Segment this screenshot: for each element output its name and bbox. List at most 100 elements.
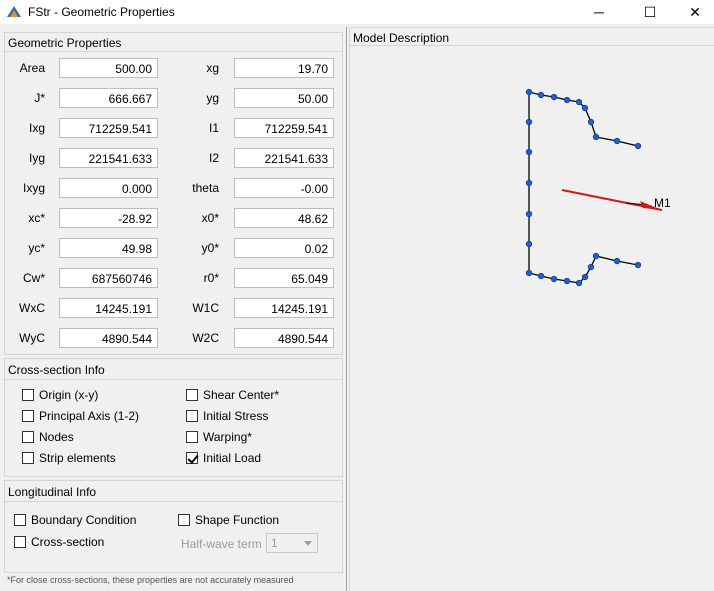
- panel-title: Geometric Properties: [8, 36, 122, 50]
- half-wave-term-dropdown[interactable]: 1: [266, 533, 318, 553]
- node-point: [525, 179, 533, 187]
- property-value-field[interactable]: 712259.541: [234, 118, 334, 138]
- boundary-condition-checkbox[interactable]: Boundary Condition: [14, 513, 136, 527]
- property-value-field[interactable]: 687560746: [59, 268, 158, 288]
- load-label: M1: [654, 196, 671, 210]
- panel-title: Cross-section Info: [8, 363, 105, 377]
- property-label: xc*: [28, 211, 45, 225]
- node-point: [575, 98, 583, 106]
- strip-element: [595, 136, 618, 142]
- cross-section-option-checkbox[interactable]: Initial Stress: [186, 409, 268, 423]
- property-label: y0*: [201, 241, 219, 255]
- checkbox-box[interactable]: [22, 389, 34, 401]
- checkbox-box[interactable]: [178, 514, 190, 526]
- checkbox-label: Origin (x-y): [39, 388, 99, 402]
- property-value-field[interactable]: 4890.544: [234, 328, 334, 348]
- panel-title: Longitudinal Info: [8, 485, 97, 499]
- property-value-field[interactable]: 14245.191: [59, 298, 158, 318]
- cross-section-option-checkbox[interactable]: Warping*: [186, 430, 252, 444]
- property-value-field[interactable]: 221541.633: [234, 148, 334, 168]
- node-point: [592, 133, 600, 141]
- checkbox-box[interactable]: [14, 536, 26, 548]
- checkbox-box[interactable]: [186, 410, 198, 422]
- checkbox-box[interactable]: [186, 431, 198, 443]
- node-point: [563, 277, 571, 285]
- checkbox-label: Warping*: [203, 430, 252, 444]
- cross-section-option-checkbox[interactable]: Shear Center*: [186, 388, 279, 402]
- property-label: Iyg: [28, 151, 45, 165]
- property-value-field[interactable]: 221541.633: [59, 148, 158, 168]
- property-label: W2C: [192, 331, 219, 345]
- geometric-properties-panel: Geometric Properties: [4, 32, 343, 355]
- checkbox-label: Nodes: [39, 430, 74, 444]
- load-arrow-head: [640, 201, 662, 210]
- property-value-field[interactable]: 0.000: [59, 178, 158, 198]
- model-description-panel: Model Description: [349, 27, 714, 591]
- strip-element: [616, 140, 639, 147]
- property-value-field[interactable]: 19.70: [234, 58, 334, 78]
- checkbox-box[interactable]: [22, 410, 34, 422]
- checkbox-box[interactable]: [14, 514, 26, 526]
- checkbox-box[interactable]: [22, 431, 34, 443]
- divider: [350, 45, 714, 46]
- node-point: [592, 252, 600, 260]
- property-value-field[interactable]: -0.00: [234, 178, 334, 198]
- node-point: [587, 118, 595, 126]
- maximize-icon: ☐: [643, 3, 657, 20]
- strip-element: [616, 260, 639, 266]
- property-label: J*: [34, 91, 45, 105]
- cross-section-info-panel: Cross-section Info: [4, 358, 343, 477]
- property-value-field[interactable]: -28.92: [59, 208, 158, 228]
- property-value-field[interactable]: 65.049: [234, 268, 334, 288]
- property-value-field[interactable]: 48.62: [234, 208, 334, 228]
- strip-element: [595, 255, 618, 262]
- title-bar: FStr - Geometric Properties ─ ☐ ✕: [0, 0, 714, 24]
- divider: [5, 501, 342, 502]
- close-button[interactable]: ✕: [672, 0, 714, 24]
- cross-section-checkbox[interactable]: Cross-section: [14, 535, 104, 549]
- longitudinal-info-panel: Longitudinal Info: [4, 480, 343, 573]
- property-value-field[interactable]: 14245.191: [234, 298, 334, 318]
- close-icon: ✕: [689, 3, 701, 20]
- property-value-field[interactable]: 666.667: [59, 88, 158, 108]
- dropdown-value: 1: [271, 536, 278, 550]
- cross-section-option-checkbox[interactable]: Origin (x-y): [22, 388, 98, 402]
- checkmark-icon[interactable]: [186, 452, 198, 464]
- property-value-field[interactable]: 500.00: [59, 58, 158, 78]
- node-point: [550, 93, 558, 101]
- node-point: [525, 240, 533, 248]
- property-label: I1: [208, 121, 219, 135]
- property-value-field[interactable]: 712259.541: [59, 118, 158, 138]
- node-point: [525, 269, 533, 277]
- property-value-field[interactable]: 49.98: [59, 238, 158, 258]
- checkbox-label: Initial Stress: [203, 409, 269, 423]
- node-point: [613, 137, 621, 145]
- checkbox-label: Principal Axis (1-2): [39, 409, 140, 423]
- property-value-field[interactable]: 50.00: [234, 88, 334, 108]
- cross-section-option-checkbox[interactable]: Nodes: [22, 430, 74, 444]
- panel-splitter[interactable]: [346, 27, 347, 591]
- cross-section-option-checkbox[interactable]: Strip elements: [22, 451, 116, 465]
- property-label: WxC: [19, 301, 45, 315]
- node-point: [537, 91, 545, 99]
- cross-section-option-checkbox[interactable]: Initial Load: [186, 451, 261, 465]
- cross-section-nodes: [525, 88, 642, 287]
- maximize-button[interactable]: ☐: [627, 0, 673, 24]
- load-arrow: M1: [561, 189, 671, 211]
- checkbox-label: Boundary Condition: [31, 513, 137, 527]
- checkbox-label: Shear Center*: [203, 388, 280, 402]
- minimize-button[interactable]: ─: [576, 0, 622, 24]
- node-point: [537, 272, 545, 280]
- property-value-field[interactable]: 0.02: [234, 238, 334, 258]
- checkbox-box[interactable]: [186, 389, 198, 401]
- property-value-field[interactable]: 4890.544: [59, 328, 158, 348]
- property-label: yg: [206, 91, 219, 105]
- node-point: [581, 273, 589, 281]
- checkbox-box[interactable]: [22, 452, 34, 464]
- chevron-down-icon: [304, 541, 312, 546]
- shape-function-checkbox[interactable]: Shape Function: [178, 513, 279, 527]
- property-label: yc*: [28, 241, 45, 255]
- cross-section-option-checkbox[interactable]: Principal Axis (1-2): [22, 409, 139, 423]
- property-label: Ixyg: [22, 181, 45, 195]
